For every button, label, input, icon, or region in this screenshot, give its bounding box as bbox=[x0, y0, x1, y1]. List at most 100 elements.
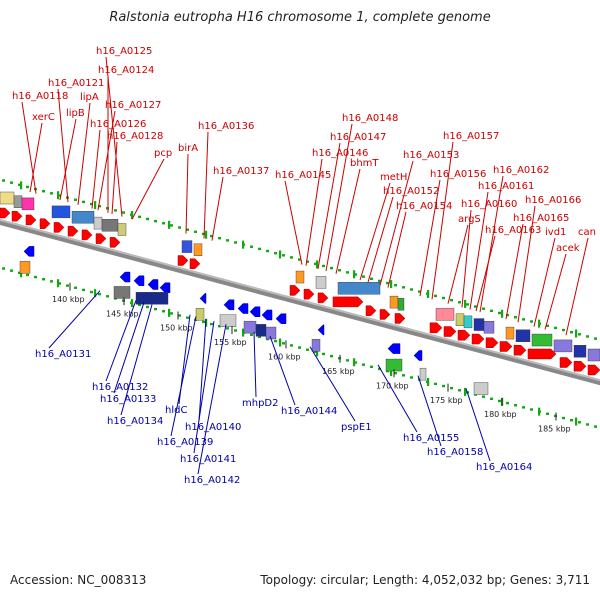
reverse-gene-label[interactable]: mhpD2 bbox=[242, 398, 279, 409]
forward-gene-label[interactable]: h16_A0163 bbox=[485, 225, 541, 236]
forward-gene-label[interactable]: h16_A0136 bbox=[198, 121, 254, 132]
dot-mark bbox=[434, 294, 437, 298]
dot-mark bbox=[138, 215, 141, 219]
forward-gene-label[interactable]: h16_A0137 bbox=[213, 166, 269, 177]
reverse-gene-leader bbox=[253, 331, 257, 398]
reverse-gene-leader bbox=[113, 302, 145, 394]
forward-gene-label[interactable]: acek bbox=[556, 243, 580, 254]
forward-gene-label[interactable]: bhmT bbox=[350, 158, 379, 169]
reverse-gene-label[interactable]: h16_A0144 bbox=[281, 406, 337, 417]
forward-gene-label[interactable]: h16_A0128 bbox=[107, 131, 163, 142]
reverse-gene-label[interactable]: h16_A0142 bbox=[184, 475, 240, 486]
dot-mark bbox=[530, 408, 533, 411]
forward-gene-label[interactable]: h16_A0157 bbox=[443, 131, 499, 142]
dot-mark bbox=[394, 371, 397, 375]
dot-mark bbox=[122, 211, 125, 214]
forward-gene-label[interactable]: lipA bbox=[80, 92, 99, 103]
reverse-gene-label[interactable]: h16_A0141 bbox=[180, 454, 236, 465]
forward-gene-label[interactable]: can bbox=[578, 227, 596, 238]
forward-gene-label[interactable]: argS bbox=[458, 214, 481, 225]
reverse-gene-label[interactable]: h16_A0133 bbox=[100, 394, 156, 405]
dot-mark bbox=[314, 350, 317, 354]
forward-gene-leader bbox=[479, 175, 504, 313]
forward-feature-block bbox=[473, 318, 485, 331]
forward-gene-label[interactable]: h16_A0152 bbox=[383, 186, 439, 197]
dot-mark bbox=[210, 234, 213, 238]
forward-gene-label[interactable]: h16_A0166 bbox=[525, 195, 581, 206]
forward-gene-leader bbox=[185, 153, 189, 234]
dot-mark bbox=[298, 346, 301, 349]
reverse-gene-label[interactable]: h16_A0140 bbox=[185, 422, 241, 433]
dot-mark bbox=[346, 271, 349, 274]
forward-gene-label[interactable]: ivd1 bbox=[545, 227, 566, 238]
reverse-gene-label[interactable]: h16_A0139 bbox=[157, 437, 213, 448]
forward-gene-label[interactable]: h16_A0147 bbox=[330, 132, 386, 143]
forward-gene-label[interactable]: metH bbox=[380, 172, 407, 183]
forward-gene-leader bbox=[544, 253, 567, 330]
forward-gene-leader bbox=[105, 56, 123, 217]
forward-gene-label[interactable]: xerC bbox=[32, 112, 55, 123]
dot-mark bbox=[314, 262, 317, 266]
forward-feature-block bbox=[515, 329, 531, 342]
dot-mark bbox=[330, 354, 333, 358]
forward-gene-leader bbox=[461, 209, 472, 308]
forward-gene-arrow bbox=[429, 322, 443, 334]
dot-mark bbox=[458, 301, 461, 304]
forward-gene-label[interactable]: h16_A0118 bbox=[12, 91, 68, 102]
forward-gene-label[interactable]: h16_A0156 bbox=[430, 169, 486, 180]
dot-mark bbox=[146, 305, 149, 309]
forward-gene-arrow bbox=[587, 364, 600, 376]
forward-gene-label[interactable]: pcp bbox=[154, 148, 172, 159]
forward-gene-label[interactable]: h16_A0121 bbox=[48, 78, 104, 89]
dot-mark bbox=[578, 333, 581, 336]
forward-gene-label[interactable]: h16_A0124 bbox=[98, 65, 154, 76]
forward-gene-label[interactable]: h16_A0148 bbox=[342, 113, 398, 124]
forward-gene-label[interactable]: h16_A0160 bbox=[461, 199, 517, 210]
forward-gene-label[interactable]: birA bbox=[178, 143, 198, 154]
forward-gene-label[interactable]: h16_A0154 bbox=[396, 201, 452, 212]
dot-mark bbox=[154, 307, 157, 311]
reverse-feature-block bbox=[419, 367, 427, 381]
dot-mark bbox=[298, 258, 301, 261]
dot-mark bbox=[578, 421, 581, 424]
forward-gene-leader bbox=[203, 131, 209, 239]
dot-mark bbox=[218, 237, 221, 240]
reverse-gene-label[interactable]: pspE1 bbox=[341, 422, 372, 433]
forward-feature-block bbox=[435, 308, 455, 321]
forward-gene-leader bbox=[305, 158, 323, 266]
forward-gene-label[interactable]: h16_A0161 bbox=[478, 181, 534, 192]
dot-major-mark bbox=[390, 368, 393, 377]
forward-gene-label[interactable]: h16_A0126 bbox=[90, 119, 146, 130]
reverse-gene-label[interactable]: h16_A0155 bbox=[403, 433, 459, 444]
reverse-gene-label[interactable]: h16_A0131 bbox=[35, 349, 91, 360]
forward-gene-arrow bbox=[379, 309, 391, 320]
dot-mark bbox=[282, 342, 285, 345]
forward-gene-label[interactable]: h16_A0162 bbox=[493, 165, 549, 176]
dot-mark bbox=[522, 406, 525, 409]
dot-mark bbox=[146, 217, 149, 221]
forward-gene-label[interactable]: h16_A0153 bbox=[403, 150, 459, 161]
dot-mark bbox=[490, 397, 493, 401]
reverse-gene-label[interactable]: h16_A0164 bbox=[476, 462, 532, 473]
dot-major-mark bbox=[353, 358, 356, 367]
dot-major-mark bbox=[390, 280, 393, 289]
forward-gene-label[interactable]: h16_A0146 bbox=[312, 148, 368, 159]
reverse-gene-arrow bbox=[119, 271, 131, 283]
forward-gene-label[interactable]: h16_A0127 bbox=[105, 100, 161, 111]
reverse-gene-label[interactable]: h16_A0132 bbox=[92, 382, 148, 393]
dot-mark bbox=[178, 314, 181, 317]
forward-gene-label[interactable]: h16_A0165 bbox=[513, 213, 569, 224]
tick-label: 185 kbp bbox=[538, 425, 571, 434]
reverse-gene-label[interactable]: h16_A0158 bbox=[427, 447, 483, 458]
forward-gene-label[interactable]: h16_A0145 bbox=[275, 170, 331, 181]
dot-mark bbox=[498, 311, 501, 315]
reverse-feature-block bbox=[219, 314, 237, 327]
forward-gene-arrow bbox=[95, 233, 107, 244]
reverse-gene-label[interactable]: h16_A0134 bbox=[107, 416, 163, 427]
map-title: Ralstonia eutropha H16 chromosome 1, com… bbox=[109, 10, 491, 25]
dot-mark bbox=[346, 359, 349, 362]
reverse-gene-label[interactable]: hldC bbox=[165, 405, 187, 416]
forward-gene-leader bbox=[367, 196, 394, 283]
forward-gene-label[interactable]: lipB bbox=[66, 108, 85, 119]
forward-gene-label[interactable]: h16_A0125 bbox=[96, 46, 152, 57]
